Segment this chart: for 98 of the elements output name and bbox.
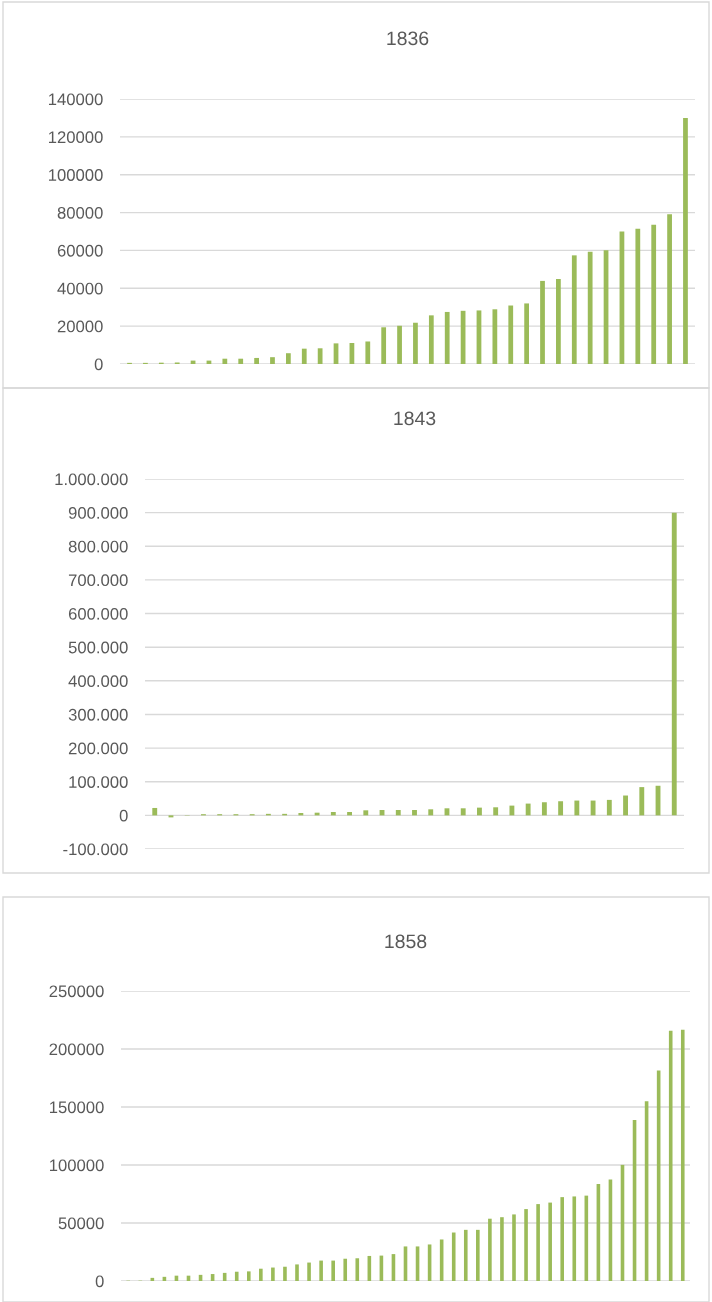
bar bbox=[572, 1196, 577, 1281]
bar bbox=[444, 311, 450, 364]
bar bbox=[671, 512, 677, 816]
bar bbox=[271, 1267, 275, 1281]
bar bbox=[295, 1264, 299, 1281]
y-tick-label: 100000 bbox=[49, 1159, 104, 1172]
y-tick-label: 250000 bbox=[49, 985, 104, 998]
bar bbox=[451, 1232, 456, 1281]
bar bbox=[525, 803, 531, 816]
bar bbox=[259, 1268, 263, 1281]
chart-title: 1858 bbox=[385, 934, 427, 949]
bar bbox=[492, 309, 498, 364]
y-tick-label: 120000 bbox=[48, 131, 103, 144]
bar bbox=[590, 800, 596, 816]
bar bbox=[347, 812, 352, 816]
chart-title: 1836 bbox=[387, 31, 429, 46]
bar bbox=[571, 255, 577, 364]
y-tick-label: 900.000 bbox=[68, 507, 128, 519]
bar bbox=[558, 801, 564, 816]
bar bbox=[639, 787, 645, 816]
y-tick-label: -100.000 bbox=[63, 843, 128, 856]
bar bbox=[428, 315, 434, 364]
y-tick-label: 100000 bbox=[48, 169, 103, 181]
bar bbox=[556, 279, 561, 364]
bar bbox=[238, 358, 244, 364]
bar bbox=[509, 805, 515, 816]
y-tick-label: 20000 bbox=[57, 320, 103, 333]
bar bbox=[317, 348, 323, 364]
y-tick-label: 40000 bbox=[57, 282, 103, 295]
y-tick-label: 0 bbox=[119, 809, 128, 822]
y-tick-label: 100.000 bbox=[69, 776, 128, 788]
bar bbox=[560, 1197, 565, 1281]
bar bbox=[524, 1209, 528, 1281]
bar bbox=[512, 1214, 516, 1281]
y-tick-label: 150000 bbox=[49, 1101, 104, 1114]
bar bbox=[331, 1260, 335, 1281]
bar bbox=[683, 118, 688, 364]
y-tick-label: 1.000.000 bbox=[55, 473, 128, 486]
bar bbox=[413, 322, 418, 364]
y-tick-label: 600.000 bbox=[68, 607, 128, 620]
bar bbox=[476, 1229, 480, 1281]
bar bbox=[222, 358, 228, 364]
bar bbox=[285, 353, 291, 364]
bar bbox=[395, 809, 401, 816]
bar bbox=[500, 1217, 504, 1281]
y-tick-label: 400.000 bbox=[68, 675, 128, 688]
bar bbox=[460, 808, 466, 816]
bar bbox=[587, 251, 593, 364]
bar bbox=[355, 1258, 360, 1281]
bar bbox=[493, 807, 499, 816]
y-tick-label: 800.000 bbox=[68, 540, 128, 553]
bar bbox=[397, 325, 402, 364]
bar bbox=[606, 799, 612, 816]
bar bbox=[680, 1029, 685, 1281]
y-tick-label: 700.000 bbox=[68, 574, 128, 587]
bar bbox=[667, 214, 672, 364]
bar bbox=[234, 1271, 239, 1281]
bar bbox=[623, 795, 628, 816]
bar bbox=[363, 810, 369, 816]
y-tick-label: 200.000 bbox=[68, 742, 128, 755]
bar bbox=[477, 807, 482, 816]
y-tick-label: 60000 bbox=[57, 244, 103, 257]
bar bbox=[668, 1030, 673, 1281]
bar bbox=[541, 802, 547, 816]
bar bbox=[412, 809, 417, 816]
bar bbox=[428, 809, 434, 816]
bar bbox=[463, 1229, 468, 1281]
y-tick-label: 500.000 bbox=[68, 641, 128, 654]
bar bbox=[301, 348, 307, 364]
chart-title: 1843 bbox=[394, 411, 436, 426]
bar bbox=[254, 357, 259, 364]
bar bbox=[540, 280, 545, 364]
y-tick-label: 300.000 bbox=[68, 708, 128, 721]
bar bbox=[548, 1202, 552, 1281]
y-tick-label: 200000 bbox=[49, 1043, 104, 1056]
bar bbox=[651, 224, 657, 364]
bar bbox=[307, 1262, 311, 1281]
bar bbox=[298, 813, 304, 816]
bar bbox=[508, 305, 514, 364]
y-tick-label: 0 bbox=[94, 358, 103, 371]
bar bbox=[381, 327, 387, 364]
bar bbox=[365, 341, 371, 364]
bar bbox=[152, 807, 158, 816]
y-tick-label: 0 bbox=[95, 1275, 104, 1288]
bar bbox=[270, 357, 275, 364]
bar bbox=[536, 1204, 540, 1281]
bar bbox=[488, 1218, 492, 1281]
y-tick-label: 80000 bbox=[57, 206, 103, 219]
bar bbox=[574, 800, 580, 816]
bar bbox=[330, 812, 336, 816]
y-tick-label: 50000 bbox=[58, 1217, 104, 1230]
bar bbox=[283, 1266, 287, 1281]
bar bbox=[343, 1258, 348, 1281]
bar bbox=[246, 1271, 251, 1281]
bar bbox=[524, 303, 530, 364]
bar bbox=[319, 1260, 323, 1281]
bar bbox=[635, 228, 641, 364]
y-tick-label: 140000 bbox=[48, 93, 103, 106]
